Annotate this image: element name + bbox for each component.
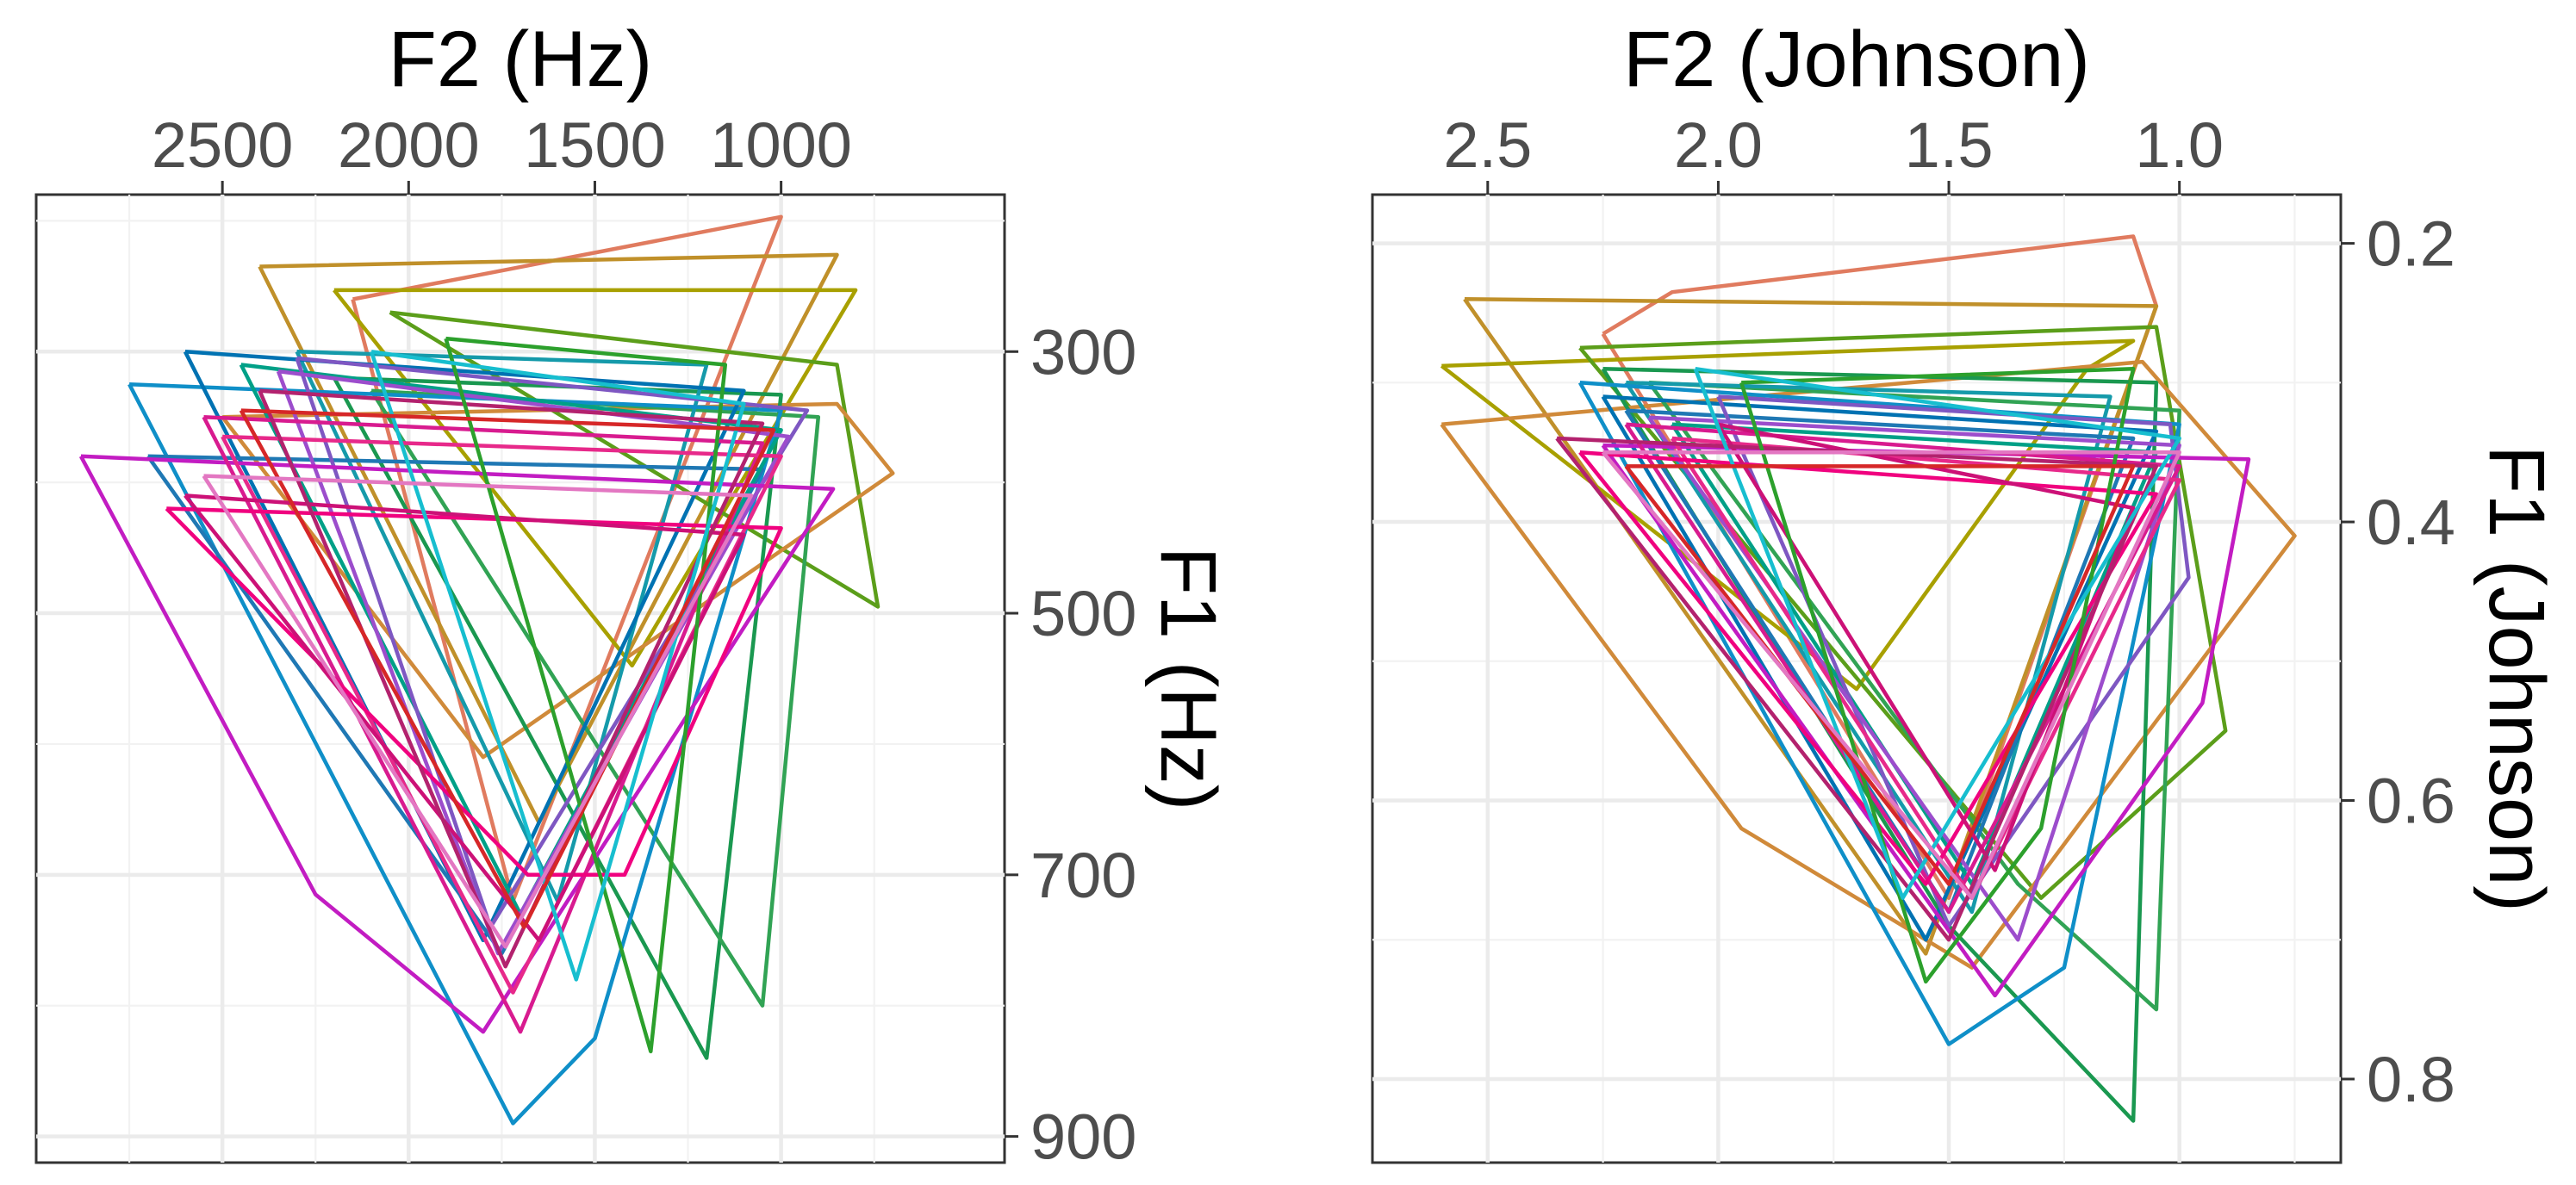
- panel-hz-x-tick-label: 2500: [152, 109, 294, 181]
- panel-hz-series-speaker-21: [444, 336, 728, 1054]
- panel-johnson-y-tick-label: 0.8: [2367, 1044, 2455, 1115]
- panel-hz: 2500 2000 1500 1000 300 500 700 900 F2 (Hz) F1…: [34, 16, 1232, 1173]
- panel-hz-series-speaker-05: [221, 401, 895, 760]
- panel-hz-x-tick-label: 1500: [524, 109, 666, 181]
- panel-johnson-series: [1440, 234, 2297, 1123]
- panel-hz-series-speaker-09: [128, 382, 783, 1126]
- panel-johnson-series-speaker-17: [1671, 436, 2181, 900]
- panel-johnson-y-tick-label: 0.2: [2367, 208, 2455, 280]
- panel-hz-y-tick-label: 500: [1030, 578, 1136, 649]
- panel-hz-series-speaker-24: [202, 474, 754, 949]
- panel-hz-series-speaker-03: [333, 288, 858, 668]
- panel-johnson-series-speaker-21: [1739, 366, 2136, 984]
- panel-hz-series: [78, 214, 895, 1126]
- panel-johnson: 2.5 2.0 1.5 1.0 0.2 0.4 0.6 0.8 F2 (Johnson) F…: [1371, 16, 2560, 1164]
- panel-hz-series-speaker-04: [389, 310, 880, 609]
- panel-hz-series-speaker-15: [78, 454, 836, 1034]
- panel-hz-series-speaker-08: [295, 350, 709, 903]
- panel-hz-y-tick-label: 300: [1030, 316, 1136, 388]
- panel-hz-x-axis-title: F2 (Hz): [389, 16, 653, 103]
- panel-johnson-y-ticks: 0.2 0.4 0.6 0.8: [2341, 208, 2455, 1115]
- panel-johnson-x-ticks: 2.5 2.0 1.5 1.0: [1443, 109, 2224, 195]
- panel-hz-y-ticks: 300 500 700 900: [1005, 316, 1136, 1173]
- panel-johnson-x-tick-label: 1.0: [2135, 109, 2224, 181]
- panel-hz-y-tick-label: 900: [1030, 1101, 1136, 1173]
- panel-johnson-series-speaker-07: [1647, 381, 2181, 1012]
- panel-hz-background: [34, 193, 1006, 1164]
- panel-hz-series-speaker-02: [258, 252, 839, 825]
- panel-johnson-x-tick-label: 1.5: [1905, 109, 1994, 181]
- panel-johnson-y-tick-label: 0.4: [2367, 487, 2455, 558]
- panel-hz-series-speaker-22: [369, 350, 746, 982]
- panel-johnson-y-axis-title: F1 (Johnson): [2473, 445, 2560, 912]
- panel-hz-x-ticks: 2500 2000 1500 1000: [152, 109, 852, 195]
- panel-hz-x-tick-label: 2000: [338, 109, 480, 181]
- panel-johnson-x-axis-title: F2 (Johnson): [1623, 16, 2090, 103]
- panel-johnson-x-tick-label: 2.0: [1674, 109, 1763, 181]
- panel-johnson-series-speaker-22: [1693, 366, 2181, 900]
- panel-johnson-x-tick-label: 2.5: [1443, 109, 1532, 181]
- panel-johnson-series-speaker-02: [1463, 297, 2159, 956]
- panel-hz-series-speaker-20: [258, 388, 765, 969]
- panel-hz-series-speaker-10: [183, 350, 746, 943]
- panel-johnson-gridlines: [1372, 195, 2341, 1163]
- panel-johnson-series-speaker-08: [1624, 381, 2112, 915]
- panel-hz-y-tick-label: 700: [1030, 840, 1136, 911]
- panel-johnson-series-speaker-24: [1601, 450, 2181, 900]
- panel-johnson-y-tick-label: 0.6: [2367, 766, 2455, 837]
- panel-hz-x-tick-label: 1000: [710, 109, 852, 181]
- panel-johnson-series-speaker-18: [1578, 450, 2159, 886]
- panel-johnson-series-speaker-12: [1671, 422, 2159, 886]
- panel-hz-series-speaker-23: [239, 408, 776, 929]
- panel-hz-series-speaker-01: [351, 214, 783, 903]
- panel-johnson-series-speaker-04: [1578, 325, 2228, 900]
- panel-hz-y-axis-title: F1 (Hz): [1144, 547, 1232, 811]
- panel-hz-series-speaker-13: [295, 356, 810, 929]
- panel-hz-series-speaker-19: [184, 493, 746, 943]
- panel-johnson-series-speaker-01: [1601, 234, 2159, 900]
